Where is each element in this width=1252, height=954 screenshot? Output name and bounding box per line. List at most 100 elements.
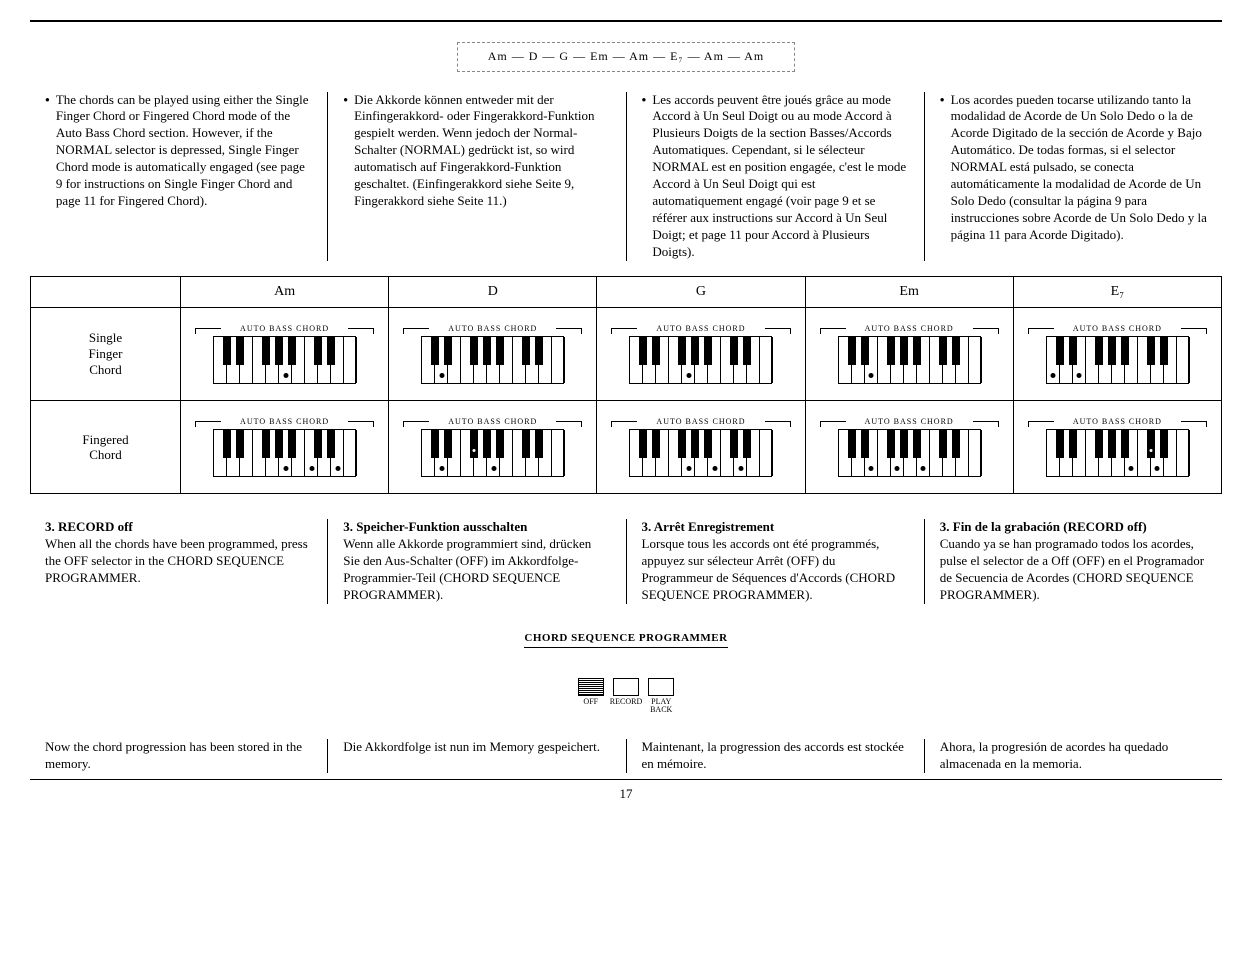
chord-cell: AUTO BASS CHORD (389, 307, 597, 400)
black-key (1147, 337, 1155, 365)
keyboard (1046, 429, 1189, 477)
top-rule (30, 20, 1222, 22)
keyboard (838, 336, 981, 384)
white-key (552, 430, 565, 476)
black-key (939, 430, 947, 458)
black-key (327, 337, 335, 365)
finger-dot (921, 466, 926, 471)
black-key (444, 430, 452, 458)
finger-dot (1155, 466, 1160, 471)
memory-text-de: Die Akkordfolge ist nun im Memory gespei… (343, 739, 610, 756)
keyboard-label: AUTO BASS CHORD (815, 417, 1004, 427)
keyboard (838, 429, 981, 477)
record-off-title-de: 3. Speicher-Funktion ausschalten (343, 519, 610, 536)
intro-col-fr: Les accords peuvent être joués grâce au … (627, 92, 925, 261)
chord-cell: AUTO BASS CHORD (389, 401, 597, 494)
keyboard (421, 336, 564, 384)
chord-cell: AUTO BASS CHORD (597, 307, 805, 400)
row-label: FingeredChord (31, 401, 181, 494)
keyboard-label: AUTO BASS CHORD (190, 324, 379, 334)
header-am: Am (181, 276, 389, 307)
black-key (470, 337, 478, 365)
finger-dot (738, 466, 743, 471)
record-off-es: 3. Fin de la grabación (RECORD off) Cuan… (925, 519, 1222, 603)
memory-text-es: Ahora, la progresión de acordes ha queda… (940, 739, 1207, 773)
finger-dot (283, 373, 288, 378)
memory-en: Now the chord progression has been store… (30, 739, 328, 773)
keyboard-label: AUTO BASS CHORD (815, 324, 1004, 334)
memory-text-fr: Maintenant, la progression des accords e… (642, 739, 909, 773)
finger-dot (712, 466, 717, 471)
memory-text-en: Now the chord progression has been store… (45, 739, 312, 773)
memory-de: Die Akkordfolge ist nun im Memory gespei… (328, 739, 626, 773)
record-off-columns: 3. RECORD off When all the chords have b… (30, 519, 1222, 603)
memory-columns: Now the chord progression has been store… (30, 739, 1222, 773)
header-g: G (597, 276, 805, 307)
black-key (704, 337, 712, 365)
keyboard-diagram: AUTO BASS CHORD (601, 314, 800, 394)
finger-dot (439, 466, 444, 471)
keyboard (629, 336, 772, 384)
record-off-fr: 3. Arrêt Enregistrement Lorsque tous les… (627, 519, 925, 603)
finger-dot (1077, 373, 1082, 378)
row-label: SingleFingerChord (31, 307, 181, 400)
chord-cell: AUTO BASS CHORD (597, 401, 805, 494)
black-key (483, 337, 491, 365)
keyboard (629, 429, 772, 477)
black-key (1108, 337, 1116, 365)
keyboard (213, 336, 356, 384)
finger-dot (869, 373, 874, 378)
black-key (236, 430, 244, 458)
black-key (913, 337, 921, 365)
black-key (314, 337, 322, 365)
black-key (223, 337, 231, 365)
finger-dot (895, 466, 900, 471)
programmer-button: OFF (578, 678, 604, 714)
black-key (952, 430, 960, 458)
header-d: D (389, 276, 597, 307)
keyboard (213, 429, 356, 477)
black-key (678, 337, 686, 365)
black-key (848, 337, 856, 365)
button-box (648, 678, 674, 696)
page-number: 17 (30, 786, 1222, 803)
black-key (887, 430, 895, 458)
intro-col-de: Die Akkorde können entweder mit der Einf… (328, 92, 626, 261)
keyboard-diagram: AUTO BASS CHORD (393, 314, 592, 394)
white-key (760, 337, 773, 383)
intro-de: Die Akkorde können entweder mit der Einf… (354, 92, 610, 210)
record-off-de: 3. Speicher-Funktion ausschalten Wenn al… (328, 519, 626, 603)
chord-table-row: FingeredChord AUTO BASS CHORD AUTO BASS CH… (31, 401, 1222, 494)
keyboard-label: AUTO BASS CHORD (398, 417, 587, 427)
black-key (1056, 337, 1064, 365)
finger-dot (686, 466, 691, 471)
keyboard-diagram: AUTO BASS CHORD (1018, 314, 1217, 394)
keyboard-diagram: AUTO BASS CHORD (810, 407, 1009, 487)
intro-col-en: The chords can be played using either th… (30, 92, 328, 261)
record-off-body-es: Cuando ya se han programado todos los ac… (940, 536, 1207, 604)
black-key (1069, 337, 1077, 365)
record-off-title-en: 3. RECORD off (45, 519, 312, 536)
white-key (552, 337, 565, 383)
white-key (344, 337, 357, 383)
header-em: Em (805, 276, 1013, 307)
finger-dot (472, 448, 477, 453)
black-key (314, 430, 322, 458)
finger-dot (1129, 466, 1134, 471)
black-key (952, 337, 960, 365)
keyboard-diagram: AUTO BASS CHORD (601, 407, 800, 487)
black-key (236, 337, 244, 365)
intro-en: The chords can be played using either th… (56, 92, 312, 210)
black-key (861, 337, 869, 365)
black-key (848, 430, 856, 458)
keyboard (421, 429, 564, 477)
finger-dot (686, 373, 691, 378)
black-key (444, 337, 452, 365)
black-key (1160, 430, 1168, 458)
black-key (275, 430, 283, 458)
white-key (760, 430, 773, 476)
chord-cell: AUTO BASS CHORD (805, 307, 1013, 400)
white-key (969, 430, 982, 476)
record-off-en: 3. RECORD off When all the chords have b… (30, 519, 328, 603)
black-key (639, 337, 647, 365)
